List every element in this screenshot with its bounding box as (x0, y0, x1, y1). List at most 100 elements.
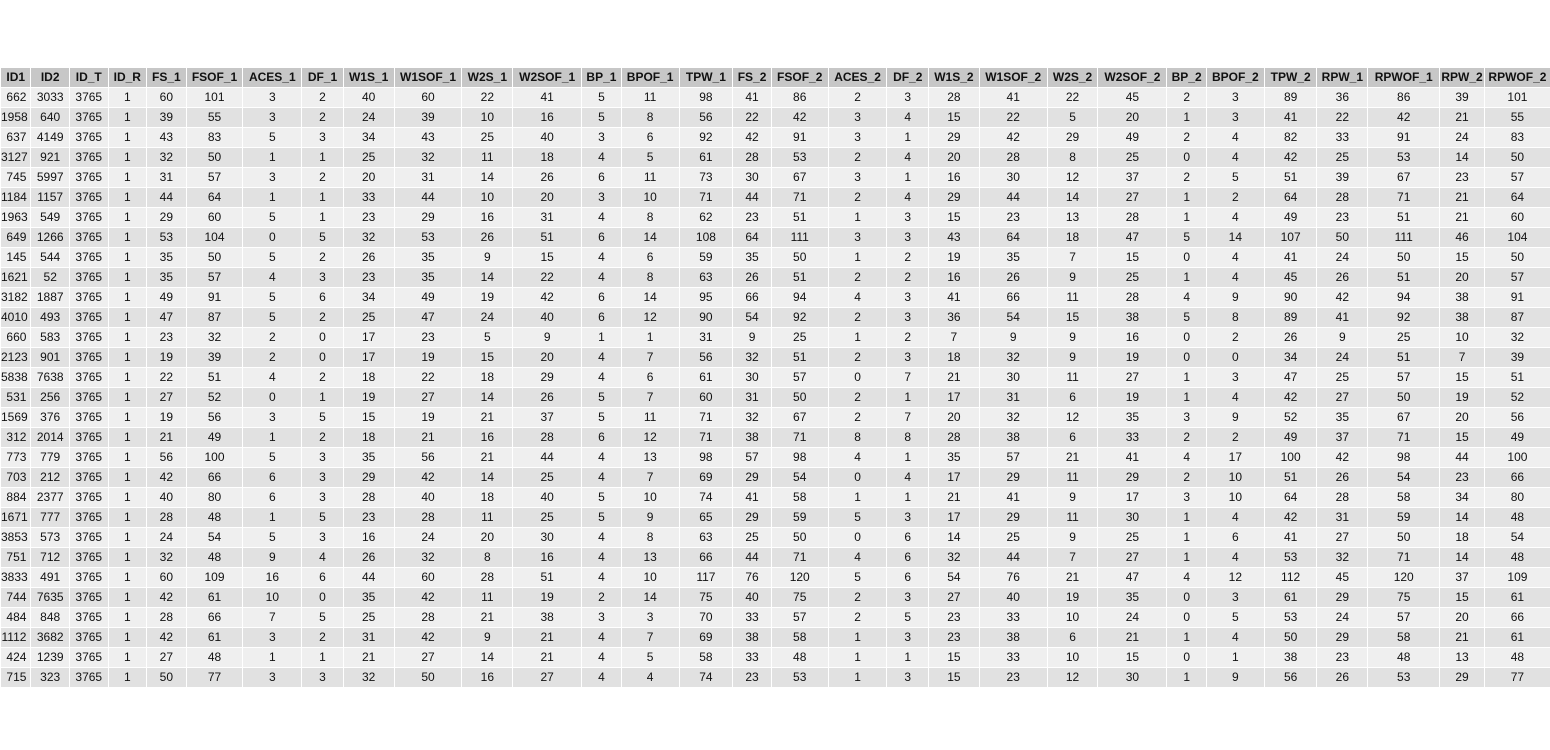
table-cell[interactable]: 42 (393, 587, 463, 608)
table-cell[interactable]: 1 (107, 607, 148, 628)
table-cell[interactable]: 28 (732, 147, 772, 168)
table-cell[interactable]: 23 (342, 207, 395, 228)
table-cell[interactable]: 38 (732, 427, 772, 448)
table-cell[interactable]: 23 (978, 207, 1048, 228)
table-cell[interactable]: 3 (827, 107, 888, 128)
table-cell[interactable]: 29 (978, 467, 1048, 488)
table-cell[interactable]: 48 (770, 647, 829, 668)
table-cell[interactable]: 4 (581, 447, 622, 468)
table-cell[interactable]: 7 (1439, 347, 1485, 368)
table-cell[interactable]: 6 (1046, 427, 1099, 448)
table-cell[interactable]: 55 (1483, 107, 1550, 128)
table-cell[interactable]: 31 (732, 387, 772, 408)
column-header-fsof-1[interactable]: FSOF_1 (185, 67, 244, 88)
table-cell[interactable]: 13 (620, 447, 680, 468)
table-row[interactable]: 3127 921 3765 1 32 50 1 1 25 32 11 18 4 5 61 28 53 2 4 20 28… (0, 147, 1550, 168)
table-cell[interactable]: 15 (342, 407, 395, 428)
table-cell[interactable]: 45 (1097, 87, 1168, 108)
column-header-rpw-2[interactable]: RPW_2 (1439, 67, 1485, 88)
column-header-id-t[interactable]: ID_T (68, 67, 109, 88)
table-cell[interactable]: 8 (620, 267, 680, 288)
table-cell[interactable]: 42 (1316, 447, 1369, 468)
table-cell[interactable]: 14 (461, 387, 514, 408)
table-cell[interactable]: 1 (1166, 627, 1207, 648)
table-cell[interactable]: 10 (1439, 327, 1485, 348)
table-cell[interactable]: 3182 (0, 287, 32, 308)
table-cell[interactable]: 35 (146, 267, 187, 288)
table-cell[interactable]: 23 (928, 607, 980, 628)
table-cell[interactable]: 16 (928, 267, 980, 288)
table-cell[interactable]: 32 (342, 227, 395, 248)
table-cell[interactable]: 28 (342, 487, 395, 508)
table-cell[interactable]: 14 (620, 587, 680, 608)
table-cell[interactable]: 5 (461, 327, 514, 348)
table-cell[interactable]: 41 (512, 87, 583, 108)
table-cell[interactable]: 94 (770, 287, 829, 308)
table-cell[interactable]: 33 (978, 647, 1048, 668)
table-cell[interactable]: 3 (242, 667, 303, 688)
column-header-tpw-1[interactable]: TPW_1 (678, 67, 734, 88)
table-cell[interactable]: 6 (620, 367, 680, 388)
table-cell[interactable]: 54 (1483, 527, 1550, 548)
table-cell[interactable]: 66 (1483, 467, 1550, 488)
table-cell[interactable]: 28 (928, 427, 980, 448)
table-cell[interactable]: 33 (1316, 127, 1369, 148)
table-cell[interactable]: 42 (393, 627, 463, 648)
table-cell[interactable]: 8 (827, 427, 888, 448)
table-cell[interactable]: 32 (1316, 547, 1369, 568)
table-cell[interactable]: 14 (461, 647, 514, 668)
table-cell[interactable]: 3765 (68, 407, 109, 428)
table-cell[interactable]: 9 (1046, 327, 1099, 348)
table-cell[interactable]: 3 (886, 207, 930, 228)
table-cell[interactable]: 22 (732, 107, 772, 128)
table-cell[interactable]: 4 (1205, 207, 1265, 228)
table-cell[interactable]: 28 (146, 507, 187, 528)
table-cell[interactable]: 19 (146, 347, 187, 368)
table-cell[interactable]: 1 (886, 487, 930, 508)
table-cell[interactable]: 6 (242, 487, 303, 508)
table-cell[interactable]: 21 (512, 627, 583, 648)
column-header-fs-2[interactable]: FS_2 (732, 67, 772, 88)
table-cell[interactable]: 51 (1367, 267, 1441, 288)
table-cell[interactable]: 16 (512, 107, 583, 128)
table-cell[interactable]: 9 (1046, 347, 1099, 368)
table-cell[interactable]: 21 (1439, 207, 1485, 228)
table-cell[interactable]: 53 (146, 227, 187, 248)
table-cell[interactable]: 25 (978, 527, 1048, 548)
table-cell[interactable]: 94 (1367, 287, 1441, 308)
table-cell[interactable]: 53 (1263, 547, 1318, 568)
table-cell[interactable]: 1 (107, 387, 148, 408)
table-cell[interactable]: 66 (185, 607, 244, 628)
column-header-aces-2[interactable]: ACES_2 (827, 67, 888, 88)
table-cell[interactable]: 15 (928, 107, 980, 128)
table-cell[interactable]: 54 (185, 527, 244, 548)
table-cell[interactable]: 4 (827, 287, 888, 308)
table-cell[interactable]: 28 (146, 607, 187, 628)
table-row[interactable]: 1569 376 3765 1 19 56 3 5 15 19 21 37 5 11 71 32 67 2 7 20 3… (0, 407, 1550, 428)
table-cell[interactable]: 33 (732, 647, 772, 668)
table-cell[interactable]: 20 (512, 187, 583, 208)
table-cell[interactable]: 82 (1263, 127, 1318, 148)
table-cell[interactable]: 16 (1097, 327, 1168, 348)
table-cell[interactable]: 5 (301, 607, 344, 628)
table-cell[interactable]: 21 (393, 427, 463, 448)
table-cell[interactable]: 1 (107, 227, 148, 248)
table-cell[interactable]: 32 (393, 547, 463, 568)
table-cell[interactable]: 26 (342, 547, 395, 568)
table-cell[interactable]: 23 (342, 267, 395, 288)
table-cell[interactable]: 51 (1263, 467, 1318, 488)
table-cell[interactable]: 3033 (30, 87, 70, 108)
table-cell[interactable]: 0 (1166, 347, 1207, 368)
table-cell[interactable]: 50 (770, 247, 829, 268)
table-cell[interactable]: 56 (393, 447, 463, 468)
table-cell[interactable]: 5 (242, 447, 303, 468)
table-cell[interactable]: 24 (146, 527, 187, 548)
table-cell[interactable]: 703 (0, 467, 32, 488)
table-cell[interactable]: 12 (1046, 667, 1099, 688)
table-cell[interactable]: 16 (461, 427, 514, 448)
table-cell[interactable]: 111 (1367, 227, 1441, 248)
table-cell[interactable]: 49 (1263, 207, 1318, 228)
table-cell[interactable]: 33 (978, 607, 1048, 628)
table-cell[interactable]: 3765 (68, 427, 109, 448)
table-cell[interactable]: 14 (1205, 227, 1265, 248)
